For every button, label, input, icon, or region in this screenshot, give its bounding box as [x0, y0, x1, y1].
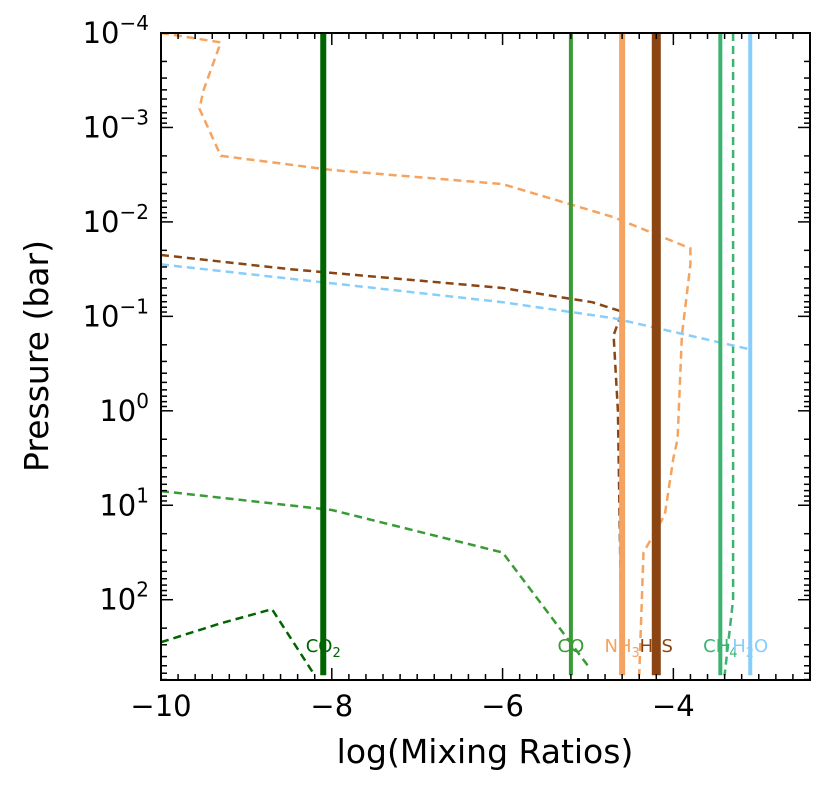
x-axis-title: log(Mixing Ratios) — [337, 732, 634, 771]
y-tick-label: 10−1 — [83, 294, 149, 333]
molecule-label-h2s: H2S — [640, 636, 673, 661]
y-tick-label: 10−3 — [83, 105, 149, 144]
plot-frame — [160, 32, 811, 681]
x-tick-label: −10 — [130, 689, 191, 723]
labels-layer: −10 −8 −6 −4 10−4 10−3 10−2 10−1 100 101 102 CO2 CO N… — [83, 11, 769, 723]
dashed-line-h2s — [160, 253, 624, 676]
ticks-layer — [160, 32, 811, 681]
y-tick-label: 100 — [99, 389, 149, 428]
molecule-label-ch4: CH4 — [703, 636, 737, 661]
y-tick-label: 10−2 — [83, 200, 149, 239]
dashed-line-nh3 — [160, 31, 692, 676]
x-tick-label: −6 — [481, 689, 524, 723]
molecule-label-nh3: NH3 — [604, 636, 639, 661]
molecule-label-co2: CO2 — [306, 636, 341, 661]
y-axis-title: Pressure (bar) — [17, 240, 56, 472]
data-layer — [160, 31, 753, 676]
dashed-line-co — [160, 489, 589, 667]
x-tick-label: −8 — [310, 689, 353, 723]
y-tick-label: 101 — [99, 483, 149, 522]
y-tick-label: 10−4 — [83, 11, 149, 50]
molecule-label-h2o: H2O — [732, 636, 768, 661]
y-tick-label: 102 — [99, 578, 149, 617]
dashed-line-ch4 — [723, 33, 735, 676]
dashed-line-co2 — [160, 607, 316, 676]
molecule-label-co: CO — [558, 636, 585, 657]
x-tick-label: −4 — [652, 689, 695, 723]
dashed-line-h2o — [160, 263, 752, 676]
